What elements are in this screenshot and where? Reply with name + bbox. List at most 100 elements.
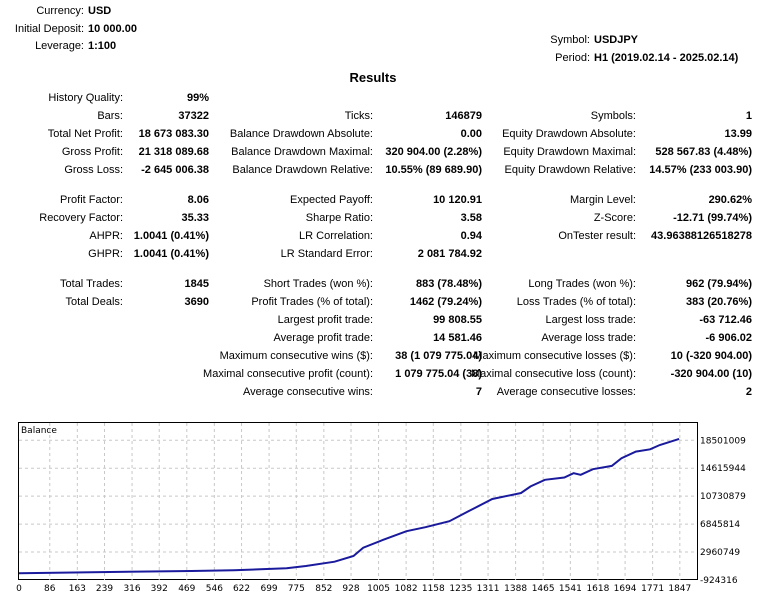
stat-label: Gross Profit:	[61, 146, 123, 158]
stat-label: Profit Factor:	[60, 194, 123, 206]
stat-label: Z-Score:	[593, 212, 636, 224]
x-tick-label: 1771	[641, 584, 664, 594]
x-tick-label: 852	[315, 584, 332, 594]
x-tick-label: 1082	[395, 584, 418, 594]
stat-value: 10 (-320 904.00)	[670, 350, 752, 362]
stat-value: -12.71 (99.74%)	[673, 212, 752, 224]
stat-label: Equity Drawdown Maximal:	[503, 146, 636, 158]
balance-chart: Balance 0 86 163 239 316 392 469 546 622 699 775 85…	[16, 422, 746, 594]
y-tick-label: 2960749	[700, 548, 740, 558]
x-tick-label: 1847	[668, 584, 691, 594]
axis-ticks: 0 86 163 239 316 392 469 546 622 699 775 852 928 1005…	[16, 436, 746, 594]
stat-value: 146879	[445, 110, 482, 122]
stat-label: Ticks:	[344, 110, 373, 122]
stat-label: Total Net Profit:	[47, 128, 123, 140]
x-tick-label: 1618	[586, 584, 609, 594]
stat-value: 962 (79.94%)	[685, 278, 752, 290]
x-tick-label: 392	[151, 584, 168, 594]
stat-label: History Quality:	[48, 92, 123, 104]
stat-value: 99%	[186, 92, 209, 104]
stat-value: 43.96388126518278	[651, 230, 752, 242]
stat-label: Margin Level:	[569, 194, 636, 206]
stat-label: Maximum consecutive wins ($):	[219, 350, 373, 362]
stat-value: 1	[745, 110, 752, 122]
stat-value: 3.58	[460, 212, 482, 224]
y-tick-label: 18501009	[700, 436, 746, 446]
stat-value: 320 904.00 (2.28%)	[385, 146, 482, 158]
x-tick-label: 1388	[504, 584, 527, 594]
plot-area	[18, 422, 698, 580]
stat-value: 99 808.55	[433, 314, 482, 326]
y-tick-label: 14615944	[700, 464, 746, 474]
header-value: USD	[88, 5, 112, 17]
stat-label: Short Trades (won %):	[263, 278, 373, 290]
stat-value: 0.00	[460, 128, 482, 140]
stat-label: Total Deals:	[65, 296, 123, 308]
stat-label: Balance Drawdown Maximal:	[231, 146, 373, 158]
stat-label: Gross Loss:	[64, 164, 123, 176]
x-tick-label: 1465	[532, 584, 555, 594]
x-tick-label: 239	[96, 584, 113, 594]
stat-value: 14.57% (233 003.90)	[649, 164, 752, 176]
y-tick-label: 10730879	[700, 492, 746, 502]
stat-label: Maximal consecutive loss (count):	[470, 368, 636, 380]
stat-value: 1 079 775.04 (38)	[395, 368, 482, 380]
header-label: Initial Deposit:	[14, 22, 84, 35]
stat-value: 37322	[178, 110, 209, 122]
stat-value: 2	[745, 386, 752, 398]
x-tick-label: 163	[69, 584, 86, 594]
x-tick-label: 1005	[367, 584, 390, 594]
stat-value: -320 904.00 (10)	[670, 368, 752, 380]
stat-value: 2 081 784.92	[417, 248, 482, 260]
stat-label: Equity Drawdown Absolute:	[502, 128, 636, 140]
x-tick-label: 622	[233, 584, 250, 594]
stat-label: GHPR:	[88, 248, 123, 260]
stat-label: Long Trades (won %):	[528, 278, 636, 290]
stat-value: 21 318 089.68	[138, 146, 209, 158]
stat-value: 8.06	[187, 194, 209, 206]
header-value: USDJPY	[594, 34, 639, 46]
stat-value: 528 567.83 (4.48%)	[655, 146, 752, 158]
stat-label: Bars:	[97, 110, 123, 122]
x-tick-label: 86	[44, 584, 56, 594]
stat-value: 10.55% (89 689.90)	[385, 164, 482, 176]
stat-label: LR Correlation:	[299, 230, 373, 242]
x-tick-label: 1158	[422, 584, 445, 594]
stat-value: 1462 (79.24%)	[409, 296, 482, 308]
y-tick-label: -924316	[700, 576, 738, 586]
x-tick-label: 1311	[477, 584, 500, 594]
stat-label: Equity Drawdown Relative:	[504, 164, 636, 176]
x-tick-label: 699	[260, 584, 277, 594]
stat-value: 0.94	[460, 230, 482, 242]
stat-label: Symbols:	[590, 110, 636, 122]
stat-label: Expected Payoff:	[290, 194, 373, 206]
y-tick-label: 6845814	[700, 520, 740, 530]
stat-label: Loss Trades (% of total):	[516, 296, 636, 308]
stat-value: 3690	[184, 296, 209, 308]
stat-value: 383 (20.76%)	[685, 296, 752, 308]
stat-label: AHPR:	[89, 230, 123, 242]
stat-label: Balance Drawdown Absolute:	[229, 128, 373, 140]
stat-value: 13.99	[724, 128, 752, 140]
header-label: Leverage:	[35, 40, 84, 52]
stat-value: 38 (1 079 775.04)	[395, 350, 482, 362]
stat-value: 14 581.46	[433, 332, 482, 344]
stat-label: Maximal consecutive profit (count):	[203, 368, 373, 380]
stat-value: -63 712.46	[699, 314, 752, 326]
results-title: Results	[349, 70, 397, 85]
x-tick-label: 316	[123, 584, 140, 594]
stat-label: Largest profit trade:	[277, 314, 373, 326]
stat-value: 35.33	[181, 212, 209, 224]
header-value: 1:100	[88, 40, 117, 52]
stat-value: -2 645 006.38	[141, 164, 209, 176]
stat-label: Profit Trades (% of total):	[251, 296, 373, 308]
header-label: Currency:	[36, 5, 84, 17]
stat-value: 1.0041 (0.41%)	[133, 248, 209, 260]
stat-label: Average consecutive wins:	[242, 386, 373, 398]
stat-value: 1845	[184, 278, 209, 290]
header-label: Symbol:	[550, 34, 590, 46]
header-value: 10 000.00	[88, 22, 137, 35]
balance-line	[18, 437, 680, 575]
stat-label: Maximum consecutive losses ($):	[473, 350, 636, 362]
x-tick-label: 0	[16, 584, 22, 594]
